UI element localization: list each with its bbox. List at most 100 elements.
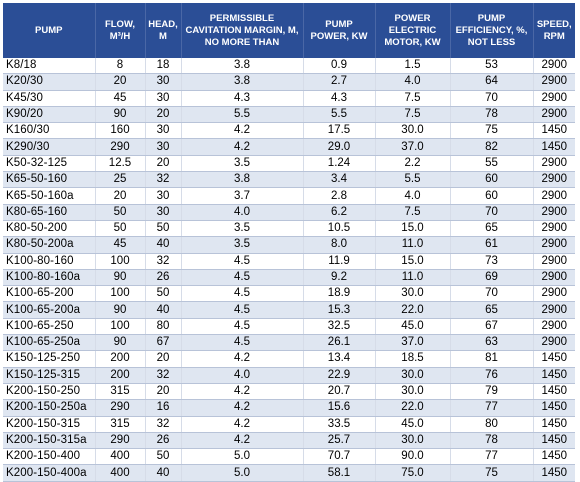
cell-pump-power: 2.7 [303, 73, 376, 91]
cell-motor-power: 15.0 [375, 220, 451, 238]
cell-efficiency: 70 [450, 90, 534, 107]
column-header-motor-power: POWER ELECTRIC MOTOR, KW [375, 3, 451, 58]
cell-flow: 50 [95, 220, 146, 238]
cell-motor-power: 30.0 [375, 122, 451, 140]
cell-speed: 2900 [533, 301, 575, 319]
cell-efficiency: 65 [450, 220, 534, 238]
cell-speed: 1450 [533, 448, 575, 466]
cell-pump: K90/20 [3, 106, 96, 124]
cell-motor-power: 2.2 [375, 155, 451, 173]
cell-pump: K80-50-200a [3, 236, 96, 254]
cell-flow: 100 [95, 253, 146, 270]
cell-speed: 2900 [533, 334, 575, 352]
table-row: K290/30 290 30 4.2 29.0 37.0 82 1450 [3, 138, 575, 156]
cell-speed: 1450 [533, 416, 575, 433]
cell-head: 30 [145, 73, 182, 91]
cell-flow: 90 [95, 106, 146, 124]
cell-efficiency: 80 [450, 416, 534, 433]
cell-pump-power: 4.3 [303, 90, 376, 107]
cell-head: 40 [145, 301, 182, 319]
cell-flow: 400 [95, 448, 146, 466]
table-row: K65-50-160a 20 30 3.7 2.8 4.0 60 2900 [3, 187, 575, 205]
cell-speed: 2900 [533, 318, 575, 336]
cell-flow: 400 [95, 464, 146, 482]
column-header-efficiency: PUMP EFFICIENCY, %, NOT LESS [450, 3, 534, 58]
cell-head: 32 [145, 416, 182, 433]
table-header: PUMP FLOW, M³/H HEAD, M PERMISSIBLE CAVITAT… [3, 3, 575, 58]
table-row: K80-50-200a 45 40 3.5 8.0 11.0 61 2900 [3, 236, 575, 254]
cell-efficiency: 70 [450, 204, 534, 221]
cell-motor-power: 4.0 [375, 187, 451, 205]
cell-pump: K100-80-160a [3, 269, 96, 287]
cell-pump: K20/30 [3, 73, 96, 91]
cell-head: 30 [145, 122, 182, 140]
cell-pump-power: 33.5 [303, 416, 376, 433]
cell-speed: 2900 [533, 155, 575, 173]
cell-flow: 20 [95, 73, 146, 91]
cell-head: 67 [145, 334, 182, 352]
cell-efficiency: 77 [450, 448, 534, 466]
cell-head: 40 [145, 464, 182, 482]
cell-motor-power: 37.0 [375, 138, 451, 156]
cell-pump-power: 11.9 [303, 253, 376, 270]
cell-pump-power: 10.5 [303, 220, 376, 238]
cell-head: 16 [145, 399, 182, 417]
cell-pump: K200-150-315 [3, 416, 96, 433]
cell-efficiency: 81 [450, 350, 534, 368]
cell-speed: 2900 [533, 204, 575, 221]
cell-pump: K200-150-400a [3, 464, 96, 482]
cell-cavitation-margin: 4.5 [181, 285, 304, 303]
table-row: K150-125-250 200 20 4.2 13.4 18.5 81 1450 [3, 350, 575, 368]
cell-flow: 20 [95, 187, 146, 205]
cell-pump: K160/30 [3, 122, 96, 140]
cell-pump-power: 15.6 [303, 399, 376, 417]
cell-efficiency: 60 [450, 187, 534, 205]
cell-motor-power: 15.0 [375, 253, 451, 270]
cell-motor-power: 1.5 [375, 58, 451, 75]
cell-pump: K65-50-160 [3, 171, 96, 189]
cell-efficiency: 78 [450, 106, 534, 124]
cell-head: 30 [145, 187, 182, 205]
table-row: K200-150-400a 400 40 5.0 58.1 75.0 75 1450 [3, 464, 575, 482]
cell-pump-power: 26.1 [303, 334, 376, 352]
cell-efficiency: 75 [450, 464, 534, 482]
column-header-head: HEAD, M [145, 3, 182, 58]
cell-efficiency: 82 [450, 138, 534, 156]
pump-spec-table-container: PUMP FLOW, M³/H HEAD, M PERMISSIBLE CAVITAT… [3, 3, 575, 482]
cell-head: 40 [145, 236, 182, 254]
cell-flow: 160 [95, 122, 146, 140]
table-row: K50-32-125 12.5 20 3.5 1.24 2.2 55 2900 [3, 155, 575, 173]
cell-cavitation-margin: 5.5 [181, 106, 304, 124]
cell-speed: 1450 [533, 399, 575, 417]
cell-speed: 1450 [533, 138, 575, 156]
cell-flow: 45 [95, 236, 146, 254]
cell-speed: 1450 [533, 432, 575, 450]
cell-cavitation-margin: 3.8 [181, 73, 304, 91]
cell-pump-power: 18.9 [303, 285, 376, 303]
table-row: K100-65-200a 90 40 4.5 15.3 22.0 65 2900 [3, 301, 575, 319]
cell-speed: 2900 [533, 253, 575, 270]
cell-cavitation-margin: 3.8 [181, 171, 304, 189]
cell-pump: K200-150-250a [3, 399, 96, 417]
cell-speed: 2900 [533, 187, 575, 205]
table-body: K8/18 8 18 3.8 0.9 1.5 53 2900 K20/30 20 30 3.8 2.7 4… [3, 58, 575, 482]
cell-efficiency: 77 [450, 399, 534, 417]
cell-motor-power: 4.0 [375, 73, 451, 91]
table-row: K200-150-315a 290 26 4.2 25.7 30.0 78 1450 [3, 432, 575, 450]
cell-pump: K100-65-250a [3, 334, 96, 352]
cell-cavitation-margin: 4.2 [181, 399, 304, 417]
cell-cavitation-margin: 4.2 [181, 350, 304, 368]
cell-pump-power: 8.0 [303, 236, 376, 254]
cell-pump-power: 32.5 [303, 318, 376, 336]
cell-pump: K150-125-315 [3, 367, 96, 384]
cell-efficiency: 60 [450, 171, 534, 189]
cell-efficiency: 64 [450, 73, 534, 91]
table-row: K100-80-160a 90 26 4.5 9.2 11.0 69 2900 [3, 269, 575, 287]
cell-cavitation-margin: 4.2 [181, 122, 304, 140]
cell-motor-power: 30.0 [375, 383, 451, 401]
cell-head: 50 [145, 448, 182, 466]
cell-head: 26 [145, 432, 182, 450]
cell-pump-power: 22.9 [303, 367, 376, 384]
cell-speed: 1450 [533, 464, 575, 482]
column-header-pump: PUMP [3, 3, 96, 58]
